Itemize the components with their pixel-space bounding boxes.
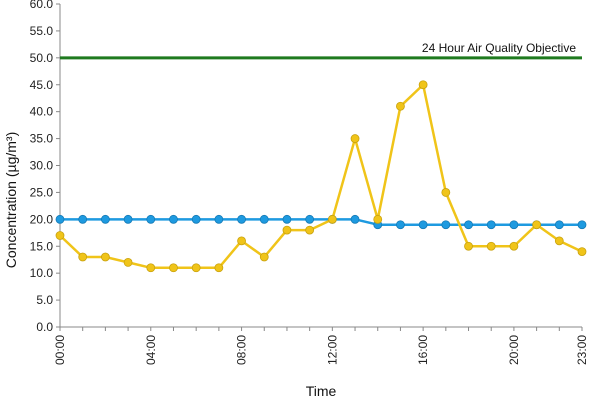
data-point	[78, 252, 88, 262]
data-point	[418, 220, 428, 230]
series-1	[55, 214, 587, 230]
series-2	[55, 80, 587, 273]
data-point	[305, 225, 315, 235]
y-tick-label: 5.0	[36, 293, 53, 307]
data-point	[486, 220, 496, 230]
data-point	[259, 214, 269, 224]
y-tick-label: 35.0	[30, 132, 54, 146]
x-tick-label: 08:00	[235, 335, 249, 365]
data-point	[191, 263, 201, 273]
y-tick-label: 60.0	[30, 0, 54, 11]
y-tick-label: 25.0	[30, 185, 54, 199]
data-point	[100, 252, 110, 262]
x-axis-ticks: 00:00 04:00 08:00 12:00 16:00 20:00 23:00	[53, 327, 589, 365]
data-point	[305, 214, 315, 224]
data-point	[577, 220, 587, 230]
data-point	[373, 214, 383, 224]
data-point	[464, 220, 473, 230]
y-tick-label: 20.0	[30, 212, 54, 226]
data-point	[441, 188, 451, 197]
y-axis-ticks: 0.0 5.0 10.0 15.0 20.0 25.0 30.0 35.0 40.0 45.0 50…	[30, 0, 60, 334]
data-point	[350, 214, 360, 224]
data-point	[169, 263, 178, 273]
data-point	[486, 241, 496, 251]
data-point	[100, 214, 110, 224]
x-tick-label: 04:00	[144, 335, 158, 365]
y-tick-label: 50.0	[30, 51, 54, 65]
data-point	[554, 236, 564, 246]
y-tick-label: 30.0	[30, 159, 54, 173]
data-point	[191, 214, 201, 224]
data-point	[464, 241, 473, 251]
data-point	[509, 241, 519, 251]
y-tick-label: 40.0	[30, 105, 54, 119]
series-line	[59, 83, 583, 270]
data-point	[418, 80, 428, 90]
data-point	[237, 214, 246, 224]
objective-label: 24 Hour Air Quality Objective	[422, 41, 576, 55]
data-point	[146, 263, 156, 273]
y-tick-label: 10.0	[30, 266, 54, 280]
data-point	[509, 220, 519, 230]
data-point	[169, 214, 178, 224]
data-point	[78, 214, 88, 224]
data-point	[237, 236, 246, 246]
x-tick-label: 16:00	[416, 335, 430, 365]
y-tick-label: 55.0	[30, 24, 54, 38]
x-tick-label: 00:00	[53, 335, 67, 365]
x-tick-label: 23:00	[575, 335, 589, 365]
y-tick-label: 15.0	[30, 239, 54, 253]
x-axis-title: Time	[306, 383, 337, 399]
series-layer	[55, 80, 587, 273]
data-point	[259, 252, 269, 262]
data-point	[123, 257, 133, 267]
data-point	[554, 220, 564, 230]
data-point	[55, 214, 65, 224]
y-tick-label: 0.0	[36, 320, 53, 334]
data-point	[214, 214, 224, 224]
y-axis-title: Concentration (µg/m³)	[3, 132, 19, 268]
data-point	[577, 247, 587, 257]
data-point	[396, 101, 405, 111]
data-point	[327, 214, 337, 224]
data-point	[441, 220, 451, 230]
y-tick-label: 45.0	[30, 78, 54, 92]
data-point	[123, 214, 133, 224]
data-point	[146, 214, 156, 224]
data-point	[350, 134, 360, 143]
data-point	[396, 220, 405, 230]
data-point	[282, 214, 292, 224]
x-tick-label: 20:00	[507, 335, 521, 365]
data-point	[532, 220, 542, 230]
x-tick-label: 12:00	[325, 335, 339, 365]
data-point	[214, 263, 224, 273]
data-point	[55, 231, 65, 240]
data-point	[282, 225, 292, 235]
